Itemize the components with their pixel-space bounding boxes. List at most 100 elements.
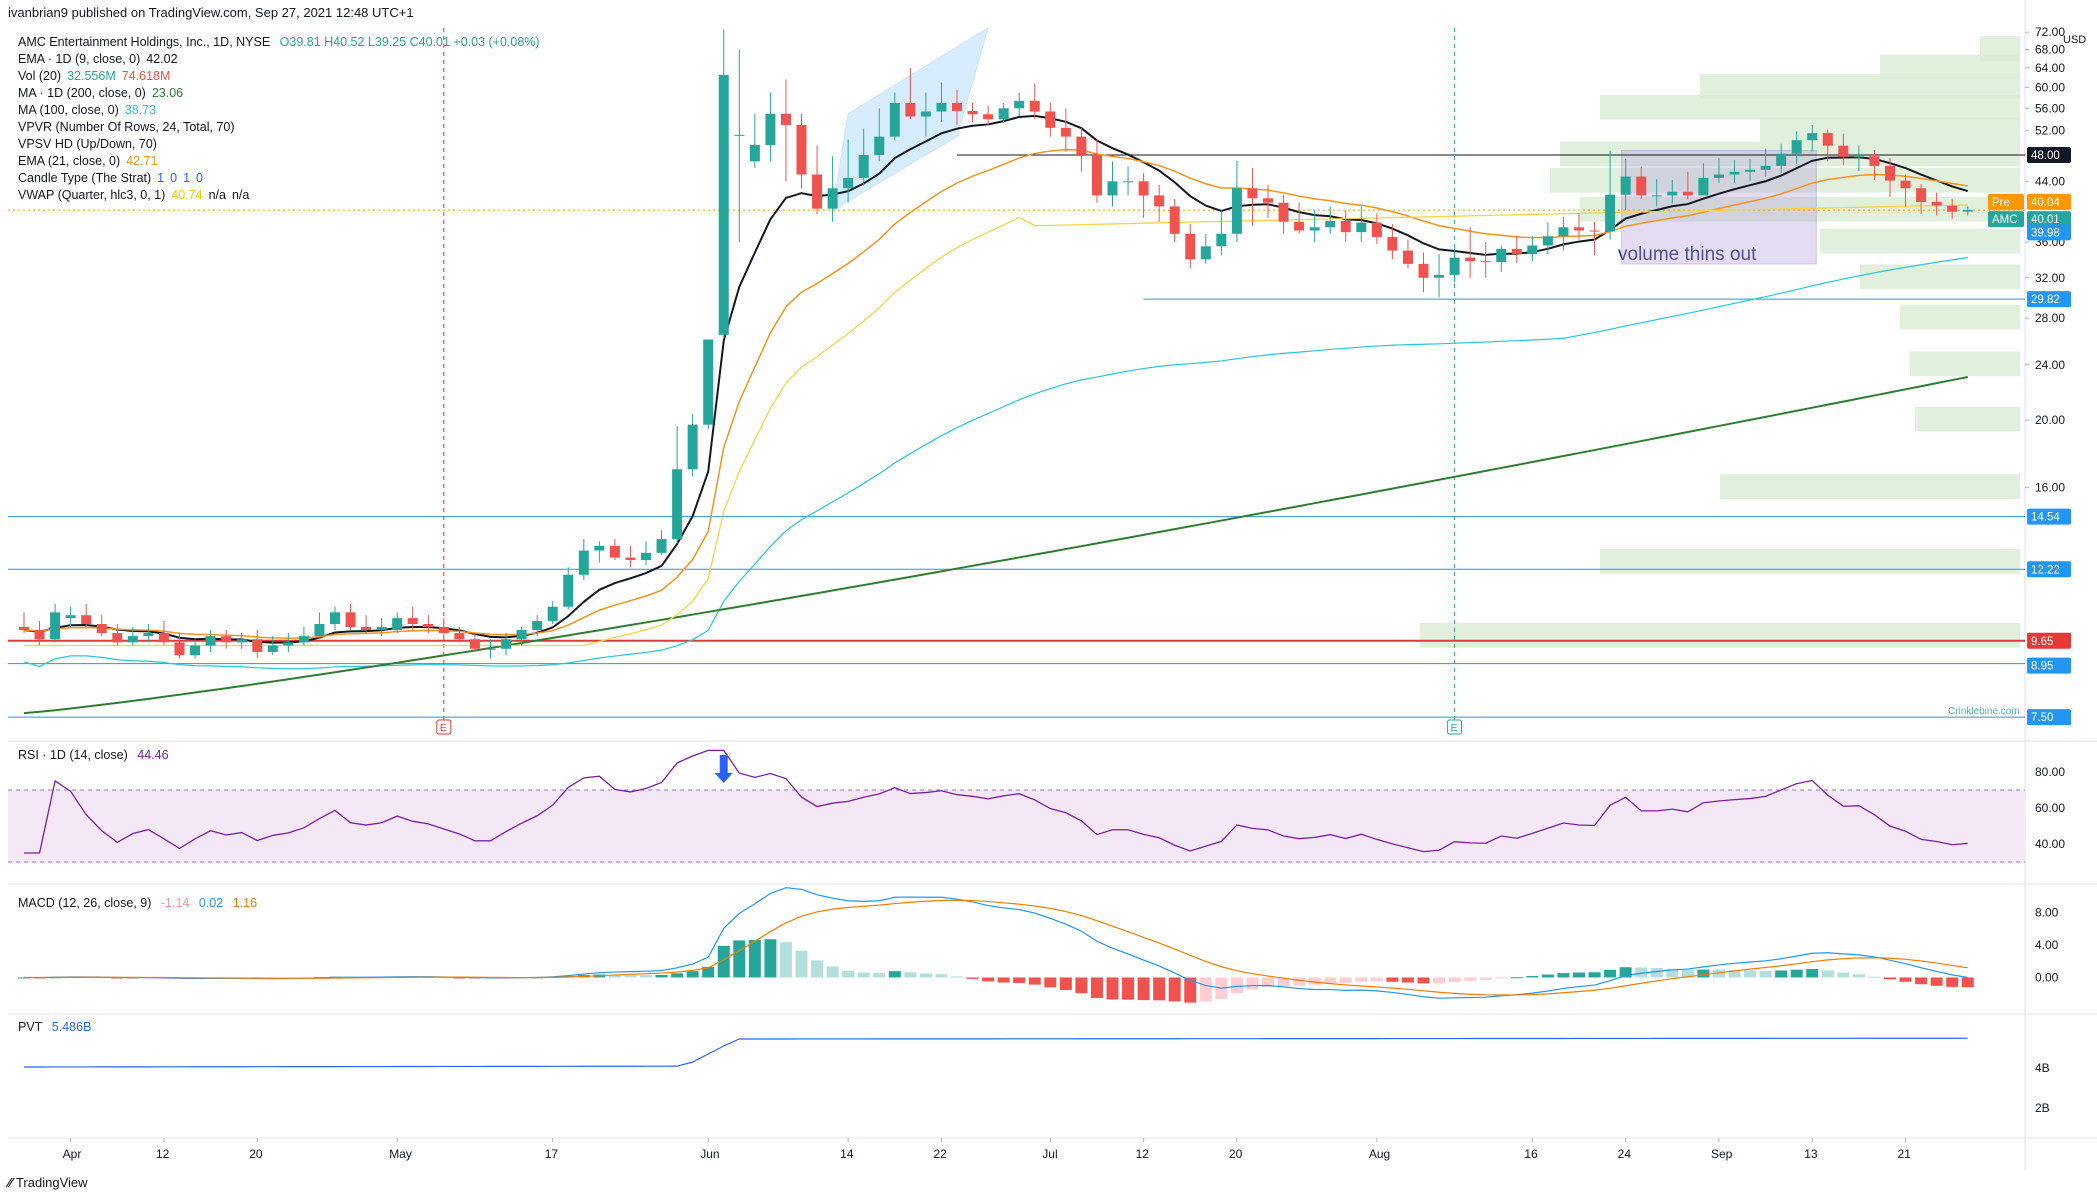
candle-body	[392, 618, 403, 630]
candle-body	[1123, 181, 1134, 183]
earnings-marker-label: E	[1451, 723, 1458, 734]
candle-body	[1589, 230, 1600, 232]
macd-histogram-bar	[1541, 974, 1554, 978]
macd-histogram-bar	[1899, 977, 1912, 982]
candle-body	[143, 633, 154, 637]
macd-value-signal: 1.16	[232, 896, 258, 910]
candle-body	[1713, 174, 1724, 178]
candle-body	[1418, 263, 1429, 278]
legend-row-label: Vol (20)	[18, 69, 62, 83]
legend-row[interactable]: EMA (21, close, 0) 42.71	[18, 154, 163, 168]
price-tick-label: 20.00	[2035, 413, 2065, 427]
macd-histogram-bar	[1013, 977, 1026, 983]
macd-value-hist: -1.14	[160, 896, 190, 910]
macd-histogram-bar	[1510, 977, 1523, 979]
legend-row-label: MA (100, close, 0)	[18, 103, 119, 117]
price-label-badge	[2027, 657, 2071, 674]
legend-row-value: 38.73	[124, 103, 157, 117]
candle-body	[345, 612, 356, 627]
macd-histogram-bar	[1946, 977, 1959, 987]
candle-body	[454, 633, 465, 640]
macd-histogram-bar	[1759, 970, 1772, 978]
candle-body	[283, 642, 294, 646]
candle-body	[1682, 191, 1693, 196]
date-tick-label: 17	[545, 1147, 559, 1161]
macd-histogram-bar	[1401, 977, 1414, 983]
legend-row-value: 1	[157, 171, 165, 185]
earnings-marker	[1447, 719, 1463, 735]
price-tick-label: 68.00	[2035, 42, 2065, 56]
macd-histogram-bar	[1262, 977, 1274, 987]
rsi-pane-label[interactable]: RSI · 1D (14, close) 44.46	[18, 748, 175, 762]
candle-body	[827, 188, 838, 209]
macd-histogram-bar	[1059, 977, 1072, 991]
legend-row[interactable]: MA · 1D (200, close, 0) 23.06	[18, 86, 189, 100]
macd-histogram-bar	[1790, 969, 1803, 978]
candle-body	[174, 642, 185, 656]
legend-row[interactable]: MA (100, close, 0) 38.73	[18, 103, 162, 117]
legend-row-value: 32.556M	[67, 69, 116, 83]
candle-body	[236, 639, 247, 643]
price-label-badge	[2027, 193, 2071, 210]
macd-histogram-bar	[764, 939, 777, 978]
rsi-tick-label: 40.00	[2035, 837, 2065, 851]
legend-row[interactable]: Candle Type (The Strat) 1 0 1 0	[18, 171, 209, 185]
legend-row-label: VPVR (Number Of Rows, 24, Total, 70)	[18, 120, 235, 134]
legend-row[interactable]: VPSV HD (Up/Down, 70)	[18, 137, 163, 151]
candle-body	[1309, 227, 1320, 231]
candle-body	[998, 108, 1009, 120]
candle-body	[1247, 188, 1258, 199]
macd-histogram-bar	[1961, 977, 1974, 988]
macd-histogram-bar	[1744, 970, 1757, 978]
candle-body	[532, 621, 543, 630]
date-tick-label: 12	[1136, 1147, 1150, 1161]
pvt-pane-label[interactable]: PVT 5.486B	[18, 1020, 97, 1034]
legend-row[interactable]: EMA · 1D (9, close, 0) 42.02	[18, 52, 184, 66]
price-tick-label: 28.00	[2035, 311, 2065, 325]
legend-row-value: 42.71	[126, 154, 158, 168]
candle-body	[127, 636, 138, 643]
rsi-tick-label: 80.00	[2035, 765, 2065, 779]
candle-body	[1620, 176, 1631, 195]
candle-body	[1231, 188, 1242, 234]
macd-histogram-bar	[717, 945, 730, 978]
legend-symbol-row[interactable]: AMC Entertainment Holdings, Inc., 1D, NY…	[18, 35, 546, 49]
rsi-label: RSI · 1D (14, close)	[18, 748, 128, 762]
legend-row[interactable]: VWAP (Quarter, hlc3, 0, 1) 40.74 n/a n/a	[18, 188, 255, 202]
price-tick-label: 52.00	[2035, 124, 2065, 138]
candle-body	[594, 545, 605, 551]
macd-histogram-bar	[1619, 967, 1632, 978]
macd-histogram-bar	[795, 950, 808, 978]
volume-profile-bar	[1915, 406, 2020, 432]
candle-body	[1434, 274, 1445, 278]
candle-body	[361, 626, 372, 630]
macd-histogram-bar	[982, 977, 995, 982]
volume-profile-bar	[1700, 74, 2020, 99]
tradingview-logo[interactable]: ⁄⁄ TradingView	[8, 1175, 88, 1190]
price-label-text: Pre	[1992, 197, 2010, 209]
macd-histogram-bar	[1153, 977, 1166, 1001]
macd-histogram-bar	[1775, 970, 1788, 978]
macd-histogram-bar	[453, 977, 466, 979]
candle-body	[112, 633, 123, 643]
macd-histogram-bar	[1355, 977, 1368, 982]
candle-body	[1465, 257, 1476, 262]
candle-body	[1853, 156, 1864, 158]
legend-row[interactable]: VPVR (Number Of Rows, 24, Total, 70)	[18, 120, 241, 134]
price-label-text: 39.98	[2031, 227, 2060, 239]
macd-histogram-bar	[1588, 972, 1601, 978]
macd-histogram-bar	[1884, 977, 1896, 980]
candle-body	[1869, 156, 1880, 166]
legend-row[interactable]: Vol (20) 32.556M 74.618M	[18, 69, 176, 83]
candle-body	[1527, 245, 1538, 255]
candle-body	[298, 636, 309, 643]
macd-pane-label[interactable]: MACD (12, 26, close, 9) -1.14 0.02 1.16	[18, 896, 263, 910]
legend-row-value: 1	[183, 171, 191, 185]
macd-histogram-bar	[671, 973, 684, 978]
candle-body	[1216, 233, 1227, 247]
macd-histogram-bar	[1806, 969, 1819, 978]
macd-histogram-bar	[1106, 977, 1119, 1000]
macd-histogram-bar	[748, 940, 761, 978]
